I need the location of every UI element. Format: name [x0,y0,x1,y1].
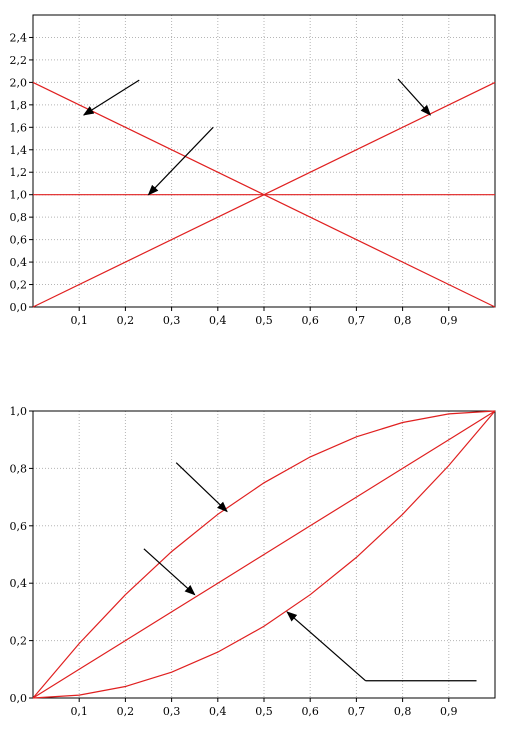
y-tick-label: 2,0 [10,76,28,89]
y-tick-label: 1,6 [10,121,28,134]
y-tick-label: 0,4 [10,256,28,269]
y-tick-label: 0,8 [10,211,28,224]
y-tick-label: 0,6 [10,520,28,533]
y-tick-label: 0,8 [10,462,28,475]
x-tick-label: 0,8 [394,705,412,718]
x-tick-label: 0,2 [117,705,135,718]
series-increasing-line [32,81,496,308]
y-tick-label: 2,2 [10,54,28,67]
x-tick-label: 0,3 [163,705,181,718]
series-convex-curve [32,410,496,699]
y-tick-label: 1,8 [10,99,28,112]
y-tick-label: 1,0 [10,405,28,418]
x-tick-label: 0,2 [117,314,135,327]
annotation-arrow [82,79,140,116]
series-diagonal-line [32,410,496,699]
x-tick-label: 0,5 [255,705,273,718]
x-tick-label: 0,1 [70,705,88,718]
annotation-arrow [147,126,214,196]
bottom-line-chart: 0,1 0,2 0,3 0,4 0,5 0,6 0,7 0,8 0,9 0,0 0,2 0,4 0,6 0… [10,405,496,718]
x-tick-label: 0,4 [209,705,227,718]
y-tick-label: 0,2 [10,635,28,648]
x-tick-label: 0,7 [348,314,366,327]
x-tick-label: 0,4 [209,314,227,327]
series-concave-curve [32,410,496,699]
y-tick-label: 1,2 [10,166,28,179]
y-tick-label: 0,4 [10,577,28,590]
annotation-arrow [397,78,432,116]
x-tick-label: 0,5 [255,314,273,327]
x-tick-label: 0,1 [70,314,88,327]
x-tick-label: 0,7 [348,705,366,718]
y-tick-label: 0,0 [10,692,28,705]
y-tick-label: 1,4 [10,144,28,157]
annotation-arrow [143,548,196,596]
plot-frame [32,14,496,308]
y-tick-label: 2,4 [10,31,28,44]
x-tick-label: 0,3 [163,314,181,327]
y-tick-label: 0,2 [10,279,28,292]
x-tick-label: 0,9 [440,705,458,718]
y-tick-label: 1,0 [10,189,28,202]
x-tick-label: 0,6 [301,314,319,327]
top-line-chart: 0,1 0,2 0,3 0,4 0,5 0,6 0,7 0,8 0,9 0,0 0,2 0,4 0,6 0… [10,14,496,327]
annotation-arrow [175,462,228,513]
annotation-arrow [286,611,367,682]
x-tick-label: 0,9 [440,314,458,327]
y-tick-label: 0,6 [10,234,28,247]
x-tick-label: 0,6 [301,705,319,718]
y-tick-label: 0,0 [10,301,28,314]
x-tick-label: 0,8 [394,314,412,327]
